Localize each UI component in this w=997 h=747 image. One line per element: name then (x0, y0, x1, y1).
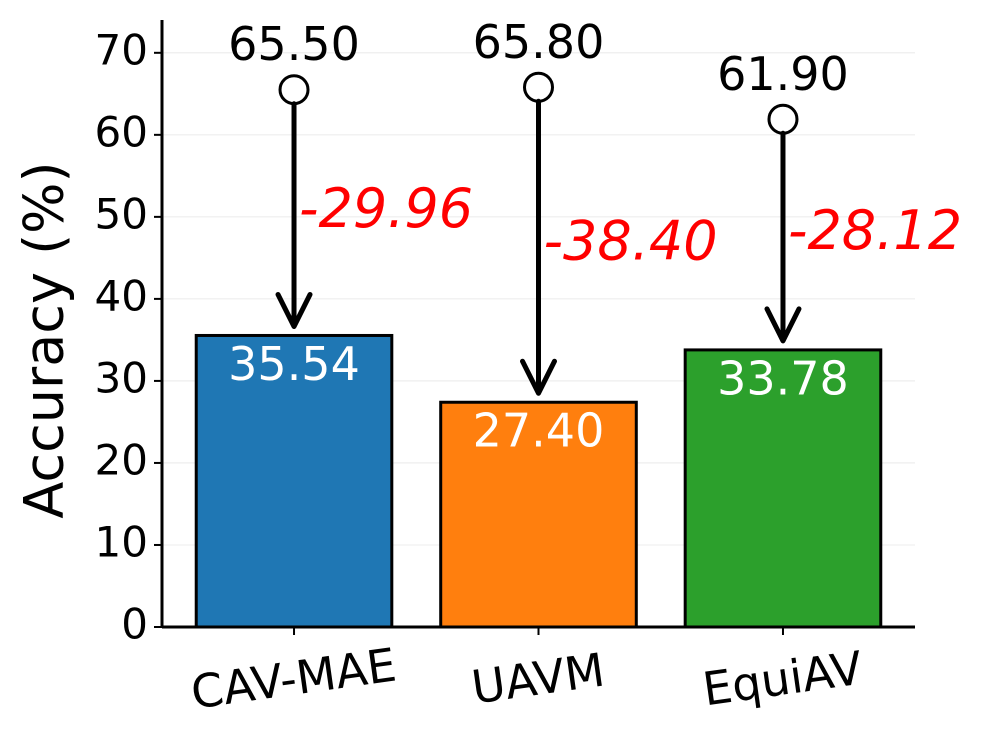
drop-arrow (275, 101, 313, 329)
value-label: 33.78 (717, 351, 849, 405)
x-tick-label: CAV-MAE (188, 637, 400, 719)
drop-label: -38.40 (544, 209, 718, 272)
reference-label: 65.80 (473, 15, 605, 69)
bar (683, 348, 883, 629)
y-axis-label: Accuracy (%) (13, 161, 76, 518)
reference-marker (278, 74, 310, 106)
y-tick-label: 10 (95, 517, 148, 566)
x-tick-label: UAVM (468, 643, 608, 715)
drop-arrow (520, 98, 557, 396)
value-label: 27.40 (473, 404, 605, 458)
y-tick-label: 60 (95, 107, 148, 156)
reference-label: 65.50 (228, 17, 360, 71)
drop-label: -29.96 (299, 177, 473, 240)
y-tick-label: 40 (95, 271, 148, 320)
drop-arrow (764, 130, 802, 344)
y-tick-label: 20 (95, 435, 148, 484)
reference-marker (523, 71, 554, 103)
reference-marker (767, 103, 799, 135)
y-tick-label: 0 (121, 600, 148, 649)
value-label: 35.54 (228, 337, 360, 391)
y-tick-label: 50 (95, 189, 148, 238)
y-tick-label: 30 (95, 353, 148, 402)
x-tick-label: EquiAV (699, 641, 866, 717)
y-tick-label: 70 (95, 25, 148, 74)
drop-label: -28.12 (788, 199, 962, 262)
bar (439, 400, 638, 629)
reference-label: 61.90 (717, 47, 849, 101)
